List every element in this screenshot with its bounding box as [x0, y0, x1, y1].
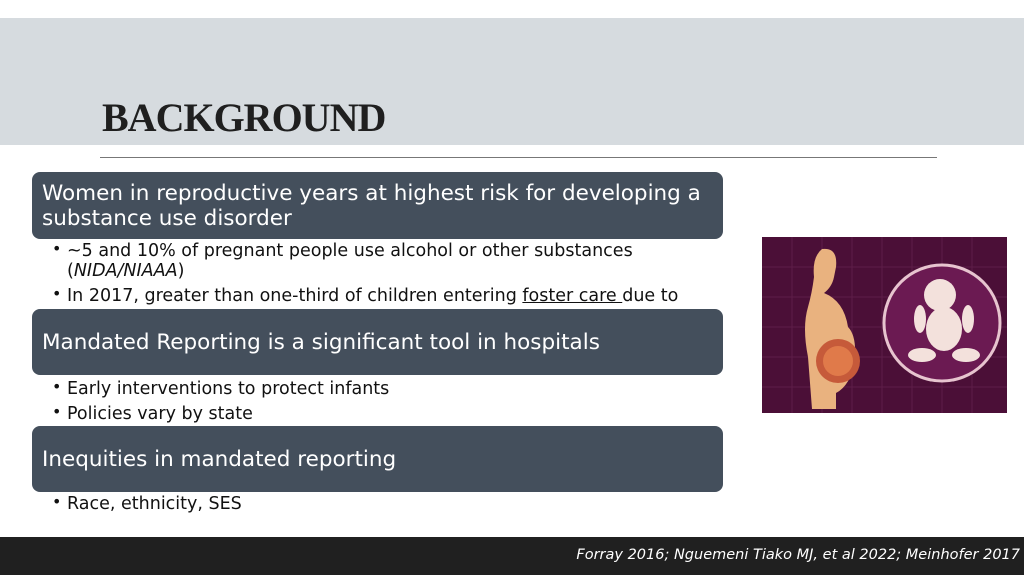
header-band: [0, 18, 1024, 145]
citation: Forray 2016; Nguemeni Tiako MJ, et al 20…: [576, 547, 1020, 563]
section-heading-box: Mandated Reporting is a significant tool…: [32, 309, 723, 375]
bullet: Race, ethnicity, SES: [52, 492, 692, 514]
bullet: In 2017, greater than one-third of child…: [52, 284, 692, 306]
bullet-list: ~5 and 10% of pregnant people use alcoho…: [52, 239, 692, 311]
bullet-list: Race, ethnicity, SES: [52, 492, 692, 519]
slide-title: BACKGROUND: [102, 95, 386, 140]
bullet: ~5 and 10% of pregnant people use alcoho…: [52, 239, 692, 281]
section-heading-box: Women in reproductive years at highest r…: [32, 172, 723, 239]
footer-bar: Forray 2016; Nguemeni Tiako MJ, et al 20…: [0, 537, 1024, 575]
bullet-text: ~5 and 10% of pregnant people use alcoho…: [67, 241, 633, 281]
bullet-text: foster care: [522, 286, 623, 306]
section-heading-box: Inequities in mandated reporting: [32, 426, 723, 492]
bullet-list: Early interventions to protect infants Po…: [52, 377, 692, 429]
section-heading: Mandated Reporting is a significant tool…: [42, 329, 600, 355]
bullet: Policies vary by state: [52, 402, 692, 424]
bullet-text: Policies vary by state: [67, 404, 253, 424]
bullet-text: due to: [622, 286, 679, 306]
illustration: [762, 237, 1007, 413]
bullet-text: In 2017, greater than one-third of child…: [67, 286, 523, 306]
bullet-text: Early interventions to protect infants: [67, 379, 390, 399]
bullet: Early interventions to protect infants: [52, 377, 692, 399]
title-rule: [100, 157, 937, 158]
bullet-text: Race, ethnicity, SES: [67, 494, 242, 514]
section-heading: Inequities in mandated reporting: [42, 446, 397, 472]
bullet-text: NIDA/NIAAA: [73, 261, 178, 281]
bullet-text: ): [177, 261, 185, 281]
section-heading: Women in reproductive years at highest r…: [42, 180, 701, 231]
